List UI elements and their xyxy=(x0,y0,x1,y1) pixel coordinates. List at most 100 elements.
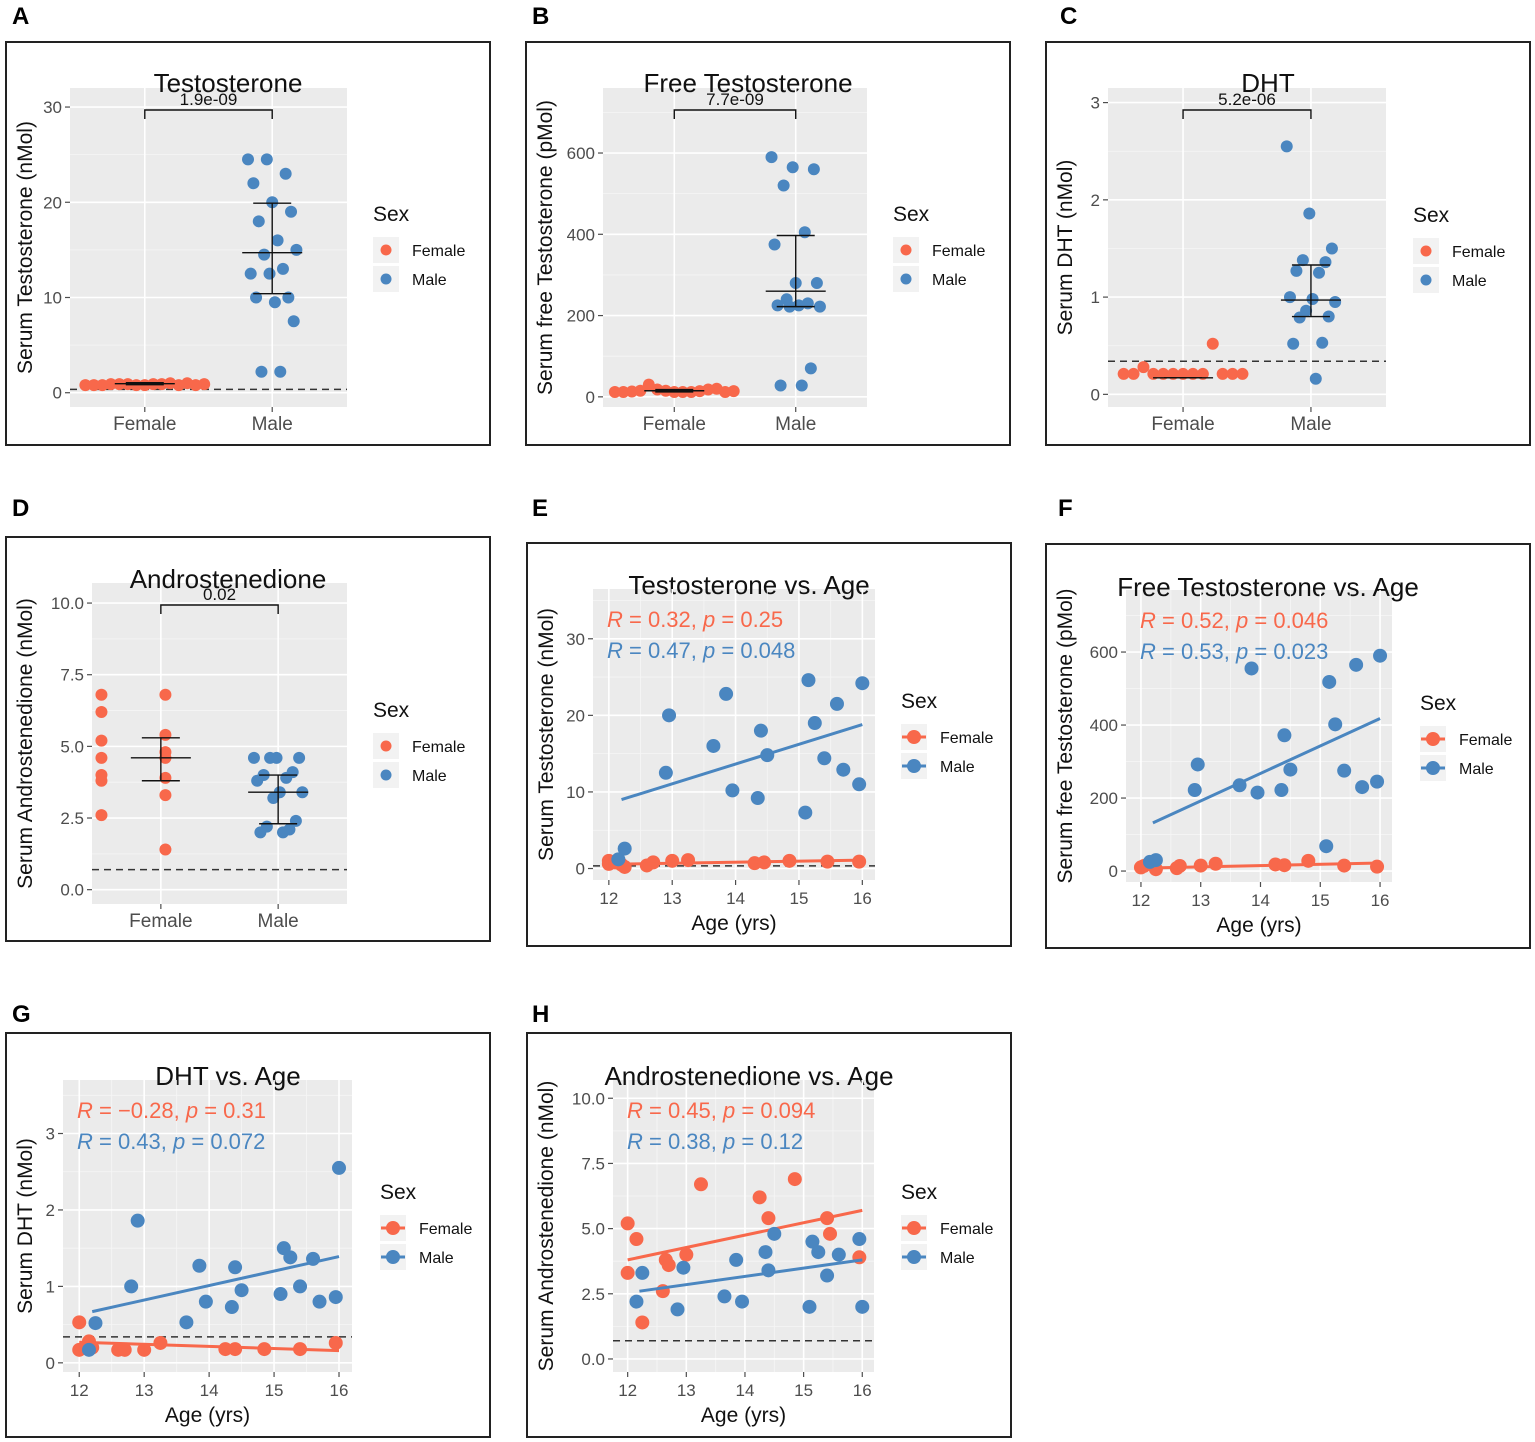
fit-line-male xyxy=(1152,717,1381,825)
legend-key-female xyxy=(1420,245,1432,257)
data-point-female xyxy=(153,1335,168,1350)
legend-label-male: Male xyxy=(412,272,447,289)
legend-title: Sex xyxy=(1420,692,1457,715)
data-point-male xyxy=(255,365,268,378)
p-value: = 0.31 xyxy=(198,1098,266,1123)
r-symbol: R xyxy=(627,1129,643,1154)
data-point-male xyxy=(260,153,273,166)
p-value: = 0.048 xyxy=(715,638,795,663)
legend-key-male xyxy=(386,1250,400,1264)
r-value: = 0.53, xyxy=(1156,639,1236,664)
data-point-female xyxy=(1147,367,1160,380)
y-tick-label: 2.5 xyxy=(60,809,84,828)
data-point-male xyxy=(1250,785,1265,800)
data-layer xyxy=(79,153,303,392)
x-tick-label: 15 xyxy=(1311,891,1330,910)
data-point-male xyxy=(729,1252,744,1267)
y-tick-label: 5.0 xyxy=(581,1220,605,1239)
y-axis-title: Serum DHT (nMol) xyxy=(14,1138,37,1314)
y-tick-label: 200 xyxy=(567,307,595,326)
data-point-male xyxy=(124,1279,139,1294)
legend-key-male xyxy=(900,273,912,285)
plot-area xyxy=(613,1080,874,1372)
data-point-male xyxy=(268,296,281,309)
plot-area xyxy=(603,88,867,407)
data-point-female xyxy=(87,379,100,392)
data-point-male xyxy=(1277,728,1292,743)
data-point-male xyxy=(798,805,813,820)
data-point-male xyxy=(287,315,300,328)
data-layer xyxy=(1117,140,1342,385)
y-axis-title: Serum free Testosterone (pMol) xyxy=(1054,589,1077,884)
data-point-male xyxy=(328,1290,343,1305)
data-point-female xyxy=(228,1342,243,1357)
panel-f: F Free Testosterone vs. Age 0 200 400 600 12 13… xyxy=(1045,495,1531,949)
y-tick-label: 30 xyxy=(43,98,62,117)
data-point-male xyxy=(1349,657,1364,672)
data-point-female xyxy=(642,378,655,391)
p-symbol: p xyxy=(722,1129,735,1154)
data-point-female xyxy=(95,774,108,787)
data-point-male xyxy=(192,1258,207,1273)
correlation-stat-female: R = −0.28, p = 0.31 xyxy=(77,1098,266,1123)
data-point-male xyxy=(798,226,811,239)
legend-label-female: Female xyxy=(419,1221,472,1238)
x-category-label: Male xyxy=(258,911,299,932)
data-point-female xyxy=(761,1211,776,1226)
data-point-male xyxy=(786,161,799,174)
data-point-male xyxy=(807,163,820,176)
r-value: = 0.38, xyxy=(643,1129,723,1154)
p-symbol: p xyxy=(1235,608,1248,633)
data-point-male xyxy=(777,179,790,192)
data-point-female xyxy=(681,853,696,868)
data-point-female xyxy=(95,705,108,718)
data-point-male xyxy=(81,1342,96,1357)
legend-title: Sex xyxy=(1413,204,1450,227)
legend-label-male: Male xyxy=(940,1250,975,1267)
data-point-male xyxy=(804,362,817,375)
legend-key-female xyxy=(907,730,921,744)
legend-label-male: Male xyxy=(940,759,975,776)
data-point-male xyxy=(765,151,778,164)
r-symbol: R xyxy=(627,1098,643,1123)
data-point-male xyxy=(1322,674,1337,689)
data-point-female xyxy=(1117,367,1130,380)
data-point-male xyxy=(801,673,816,688)
y-tick-label: 1 xyxy=(46,1277,55,1296)
data-point-female xyxy=(95,688,108,701)
legend-label-female: Female xyxy=(412,739,465,756)
significance-bracket xyxy=(673,109,797,119)
legend-title: Sex xyxy=(373,203,410,226)
data-point-male xyxy=(717,1289,732,1304)
x-category-label: Female xyxy=(113,414,176,435)
legend-label-female: Female xyxy=(1459,732,1512,749)
chart-title: Testosterone vs. Age xyxy=(628,570,869,600)
panel-h: H Androstenedione vs. Age 0.0 2.5 5.0 7.5 10.0… xyxy=(526,1001,1012,1438)
y-tick-label: 10.0 xyxy=(51,594,84,613)
p-symbol: p xyxy=(722,1098,735,1123)
panel-letter: H xyxy=(532,1001,549,1028)
data-point-female xyxy=(1186,367,1199,380)
data-point-male xyxy=(1325,242,1338,255)
data-point-male xyxy=(290,243,303,256)
x-tick-label: 16 xyxy=(853,889,872,908)
y-axis-title: Serum DHT (nMol) xyxy=(1054,160,1077,336)
p-symbol: p xyxy=(702,638,715,663)
data-point-male xyxy=(1313,266,1326,279)
x-axis-title: Age (yrs) xyxy=(1216,914,1301,937)
data-point-male xyxy=(198,1294,213,1309)
data-point-female xyxy=(1137,361,1150,374)
data-point-male xyxy=(768,238,781,251)
data-layer xyxy=(620,1172,870,1330)
data-point-male xyxy=(807,716,822,731)
fit-line-female xyxy=(608,858,863,866)
data-point-male xyxy=(1283,762,1298,777)
data-point-female xyxy=(1127,367,1140,380)
data-point-male xyxy=(852,777,867,792)
data-point-female xyxy=(787,1172,802,1187)
p-value-label: 5.2e-06 xyxy=(1218,90,1276,109)
data-point-female xyxy=(625,385,638,398)
data-point-male xyxy=(258,248,271,261)
